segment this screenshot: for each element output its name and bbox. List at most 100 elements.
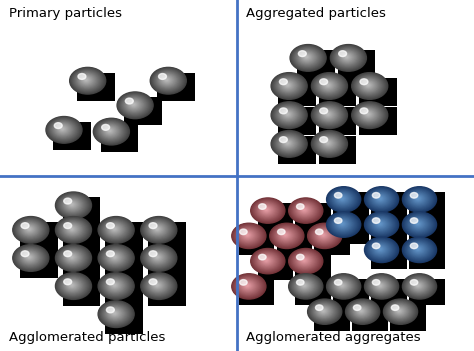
Circle shape — [259, 254, 266, 260]
Circle shape — [377, 222, 383, 226]
Circle shape — [326, 141, 330, 145]
Circle shape — [102, 248, 128, 267]
Circle shape — [297, 50, 317, 65]
Circle shape — [105, 250, 125, 265]
Circle shape — [63, 250, 82, 265]
Circle shape — [411, 193, 426, 204]
Circle shape — [56, 124, 70, 134]
Circle shape — [284, 140, 292, 146]
Circle shape — [332, 191, 355, 207]
Circle shape — [96, 120, 126, 143]
Circle shape — [142, 217, 176, 243]
Circle shape — [273, 132, 305, 155]
Circle shape — [373, 218, 388, 230]
Circle shape — [149, 279, 167, 292]
Circle shape — [71, 204, 73, 205]
Circle shape — [373, 243, 380, 249]
Circle shape — [312, 131, 346, 157]
Circle shape — [359, 78, 379, 93]
Circle shape — [337, 49, 359, 66]
Circle shape — [64, 198, 72, 204]
Circle shape — [152, 225, 164, 234]
Circle shape — [338, 196, 346, 201]
Circle shape — [64, 279, 72, 285]
Circle shape — [58, 219, 88, 241]
Circle shape — [272, 102, 306, 128]
Circle shape — [100, 302, 132, 326]
Circle shape — [340, 197, 344, 200]
Circle shape — [372, 243, 389, 256]
Circle shape — [21, 251, 39, 264]
Circle shape — [254, 251, 281, 271]
Circle shape — [264, 208, 268, 211]
Circle shape — [339, 52, 356, 63]
Circle shape — [16, 247, 46, 269]
Circle shape — [321, 109, 335, 120]
Circle shape — [295, 254, 314, 268]
Circle shape — [67, 253, 77, 261]
Circle shape — [409, 192, 428, 206]
Circle shape — [22, 224, 38, 235]
Circle shape — [242, 231, 254, 239]
Circle shape — [373, 244, 388, 255]
Circle shape — [414, 246, 422, 252]
Circle shape — [81, 75, 92, 85]
Circle shape — [279, 108, 287, 114]
Circle shape — [283, 81, 293, 89]
Circle shape — [375, 220, 385, 227]
Circle shape — [281, 80, 295, 91]
Circle shape — [410, 193, 427, 205]
Circle shape — [331, 215, 356, 233]
Circle shape — [414, 196, 422, 201]
Circle shape — [147, 278, 169, 294]
Circle shape — [105, 222, 125, 237]
Circle shape — [279, 108, 297, 121]
Circle shape — [148, 278, 168, 293]
Circle shape — [286, 142, 289, 144]
Circle shape — [356, 76, 382, 95]
Circle shape — [262, 257, 271, 264]
Bar — [319, 107, 356, 135]
Circle shape — [108, 129, 112, 132]
Circle shape — [261, 206, 273, 214]
Circle shape — [326, 113, 330, 116]
Circle shape — [346, 56, 348, 58]
Circle shape — [251, 249, 285, 274]
Circle shape — [324, 140, 332, 146]
Circle shape — [316, 305, 323, 310]
Circle shape — [271, 131, 307, 157]
Circle shape — [280, 80, 296, 91]
Circle shape — [119, 93, 151, 117]
Circle shape — [233, 274, 265, 298]
Circle shape — [322, 310, 324, 311]
Circle shape — [325, 112, 331, 117]
Circle shape — [290, 249, 322, 273]
Circle shape — [18, 249, 42, 266]
Circle shape — [338, 51, 346, 57]
Circle shape — [367, 189, 395, 210]
Circle shape — [125, 98, 143, 112]
Circle shape — [299, 52, 315, 63]
Circle shape — [415, 247, 421, 251]
Circle shape — [54, 122, 62, 128]
Circle shape — [398, 310, 400, 311]
Circle shape — [237, 278, 260, 294]
Circle shape — [65, 280, 79, 291]
Circle shape — [397, 310, 401, 312]
Circle shape — [375, 282, 386, 290]
Circle shape — [113, 284, 116, 286]
Circle shape — [110, 282, 120, 289]
Circle shape — [83, 78, 89, 82]
Circle shape — [376, 246, 384, 252]
Circle shape — [367, 214, 395, 235]
Circle shape — [147, 250, 169, 266]
Circle shape — [405, 189, 433, 210]
Circle shape — [411, 218, 426, 230]
Circle shape — [319, 137, 337, 150]
Circle shape — [261, 256, 273, 265]
Circle shape — [70, 256, 74, 259]
Circle shape — [319, 307, 328, 314]
Circle shape — [98, 217, 134, 243]
Bar — [238, 279, 274, 305]
Circle shape — [335, 48, 361, 67]
